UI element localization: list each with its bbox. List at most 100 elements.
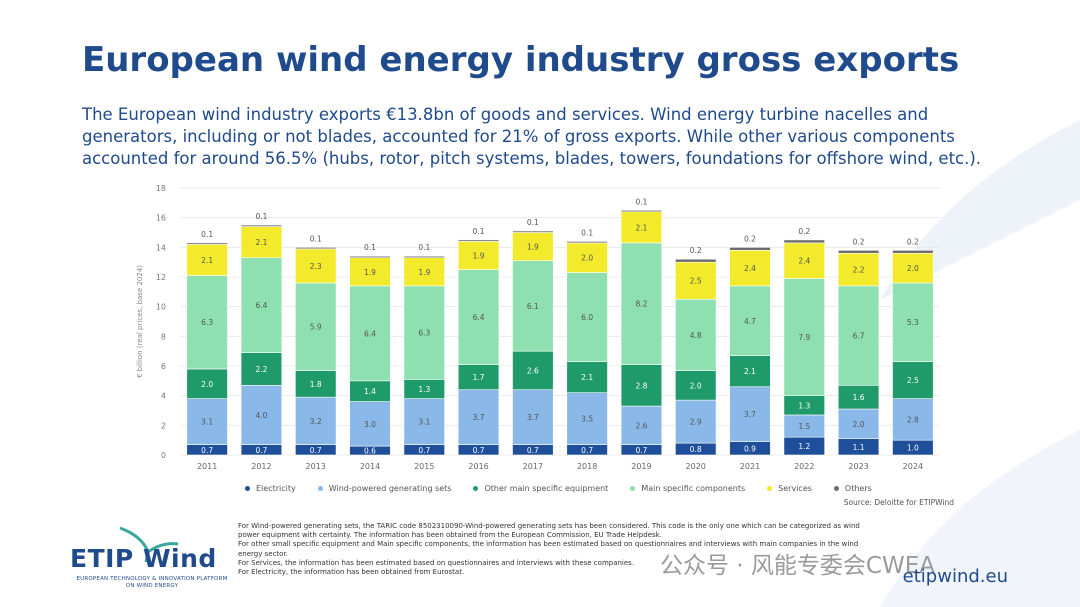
data-label: 1.3 bbox=[418, 385, 430, 394]
x-tick-label: 2024 bbox=[903, 462, 923, 471]
legend-swatch bbox=[473, 486, 479, 491]
data-label: 1.9 bbox=[418, 268, 430, 277]
y-tick-label: 14 bbox=[156, 243, 166, 252]
data-label: 0.7 bbox=[255, 446, 267, 455]
data-label: 0.1 bbox=[310, 234, 322, 243]
bar-segment bbox=[186, 242, 228, 245]
bar-segment bbox=[295, 282, 337, 371]
x-tick-label: 2020 bbox=[686, 462, 706, 471]
data-label: 8.2 bbox=[635, 300, 647, 309]
data-label: 1.3 bbox=[798, 401, 810, 410]
data-label: 0.2 bbox=[690, 246, 702, 255]
bar-segment bbox=[512, 350, 554, 391]
data-label: 0.7 bbox=[635, 446, 647, 455]
data-label: 3.0 bbox=[364, 420, 376, 429]
bar-segment bbox=[457, 389, 500, 445]
bar-segment bbox=[295, 247, 337, 250]
bar-segment bbox=[675, 399, 717, 444]
footnote: For Electricity, the information has bee… bbox=[238, 568, 465, 577]
y-tick-label: 18 bbox=[156, 184, 166, 193]
bar-segment bbox=[892, 398, 934, 441]
data-label: 1.9 bbox=[473, 251, 485, 260]
watermark: 公众号 · 风能专委会CWEA bbox=[660, 553, 936, 579]
bar-segment bbox=[457, 239, 500, 242]
data-label: 0.8 bbox=[690, 445, 702, 454]
logo-tagline: EUROPEAN TECHNOLOGY & INNOVATION PLATFOR… bbox=[76, 576, 228, 589]
bar-segment bbox=[457, 364, 500, 391]
data-label: 6.0 bbox=[581, 313, 593, 322]
data-label: 2.0 bbox=[690, 381, 702, 390]
bar-segment bbox=[512, 230, 554, 233]
bar-segment bbox=[675, 261, 717, 300]
bar-segment bbox=[186, 275, 228, 370]
data-label: 0.7 bbox=[527, 446, 539, 455]
data-label: 2.0 bbox=[581, 254, 593, 263]
legend-item: Other main specific equipment bbox=[473, 484, 608, 493]
data-label: 1.9 bbox=[364, 268, 376, 277]
data-label: 2.4 bbox=[798, 257, 810, 266]
data-label: 0.1 bbox=[201, 230, 213, 239]
bar-segment bbox=[675, 258, 717, 263]
data-label: 3.1 bbox=[418, 418, 430, 427]
bar-segment bbox=[729, 355, 771, 388]
legend-item: Services bbox=[767, 484, 812, 493]
legend-item: Main specific components bbox=[630, 484, 745, 493]
data-label: 4.8 bbox=[690, 331, 702, 340]
data-label: 0.7 bbox=[581, 446, 593, 455]
y-tick-label: 12 bbox=[156, 273, 166, 282]
data-label: 1.9 bbox=[527, 243, 539, 252]
legend-item: Electricity bbox=[245, 484, 296, 493]
bar-segment bbox=[349, 255, 391, 259]
data-label: 3.1 bbox=[201, 418, 213, 427]
bar-segment bbox=[783, 278, 825, 396]
legend-swatch bbox=[630, 486, 636, 491]
bar-segment bbox=[186, 368, 228, 399]
data-label: 2.3 bbox=[310, 262, 322, 271]
data-label: 6.4 bbox=[364, 329, 376, 338]
data-label: 1.8 bbox=[310, 380, 322, 389]
data-label: 6.3 bbox=[201, 318, 213, 327]
data-label: 1.2 bbox=[798, 442, 810, 451]
bar-segment bbox=[675, 370, 717, 401]
website-link[interactable]: etipwind.eu bbox=[902, 566, 1008, 587]
data-label: 1.4 bbox=[364, 387, 376, 396]
chart-legend: Electricity Wind-powered generating sets O… bbox=[245, 484, 985, 493]
bar-segment bbox=[783, 242, 825, 279]
bar-segment bbox=[403, 255, 445, 259]
data-label: 0.2 bbox=[744, 234, 756, 243]
bar-segment bbox=[457, 269, 500, 365]
footnote: For Wind-powered generating sets, the TA… bbox=[238, 522, 860, 540]
bar-segment bbox=[403, 398, 445, 445]
data-label: 2.6 bbox=[527, 366, 539, 375]
data-label: 3.7 bbox=[744, 410, 756, 419]
x-tick-label: 2011 bbox=[197, 462, 217, 471]
bar-segment bbox=[240, 352, 283, 386]
data-label: 2.2 bbox=[255, 365, 267, 374]
bar-segment bbox=[892, 250, 934, 254]
bar-segment bbox=[566, 361, 608, 394]
bar-segment bbox=[892, 361, 934, 399]
bar-segment bbox=[620, 364, 663, 407]
x-tick-label: 2023 bbox=[848, 462, 868, 471]
data-label: 2.8 bbox=[635, 381, 647, 390]
data-label: 3.5 bbox=[581, 415, 593, 424]
bar-segment bbox=[675, 298, 717, 371]
bar-segment bbox=[837, 285, 880, 386]
data-label: 0.2 bbox=[853, 237, 865, 246]
data-label: 2.0 bbox=[907, 264, 919, 273]
data-label: 2.5 bbox=[690, 277, 702, 286]
bar-segment bbox=[837, 250, 880, 254]
bar-segment bbox=[349, 257, 391, 287]
bar-segment bbox=[240, 257, 283, 353]
etip-wind-logo: ETIP Wind EUROPEAN TECHNOLOGY & INNOVATI… bbox=[70, 522, 230, 592]
bar-segment bbox=[783, 239, 825, 244]
data-label: 2.1 bbox=[201, 256, 213, 265]
x-tick-label: 2018 bbox=[577, 462, 597, 471]
x-tick-label: 2012 bbox=[251, 462, 271, 471]
data-label: 6.4 bbox=[473, 313, 485, 322]
data-label: 2.5 bbox=[907, 376, 919, 385]
x-tick-label: 2014 bbox=[360, 462, 380, 471]
stacked-bar-chart: 0 2 4 6 8 10 12 14 16 18 € billion (real prices, b… bbox=[136, 184, 940, 471]
bar-segment bbox=[403, 285, 445, 380]
bar-segment bbox=[729, 250, 771, 287]
